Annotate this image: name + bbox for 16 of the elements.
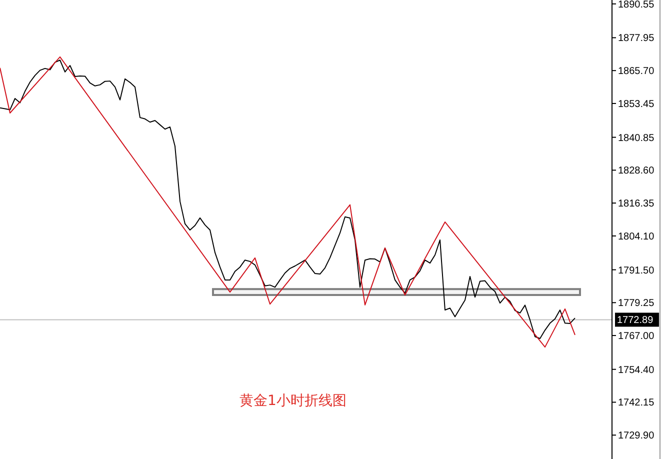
y-tick-label: 1791.50 — [618, 265, 655, 276]
annotation: 黄金1小时折线图 — [240, 393, 346, 409]
y-tick-label: 1754.40 — [618, 364, 655, 376]
y-tick-label: 1890.55 — [618, 0, 655, 10]
y-tick-label: 1767.00 — [618, 331, 655, 342]
ref-line-label: 1772.89 — [617, 315, 654, 326]
y-tick-label: 1804.10 — [618, 231, 655, 242]
y-tick-label: 1779.25 — [618, 298, 655, 310]
y-tick-label: 1865.70 — [618, 66, 655, 78]
y-tick-label: 1729.90 — [618, 430, 655, 442]
y-tick-label: 1840.85 — [618, 132, 655, 144]
y-tick-label: 1853.45 — [618, 98, 655, 110]
y-tick-label: 1742.15 — [618, 398, 655, 409]
y-tick-label: 1828.60 — [618, 166, 655, 177]
y-tick-label: 1816.35 — [618, 198, 655, 210]
y-tick-label: 1877.95 — [618, 33, 655, 44]
